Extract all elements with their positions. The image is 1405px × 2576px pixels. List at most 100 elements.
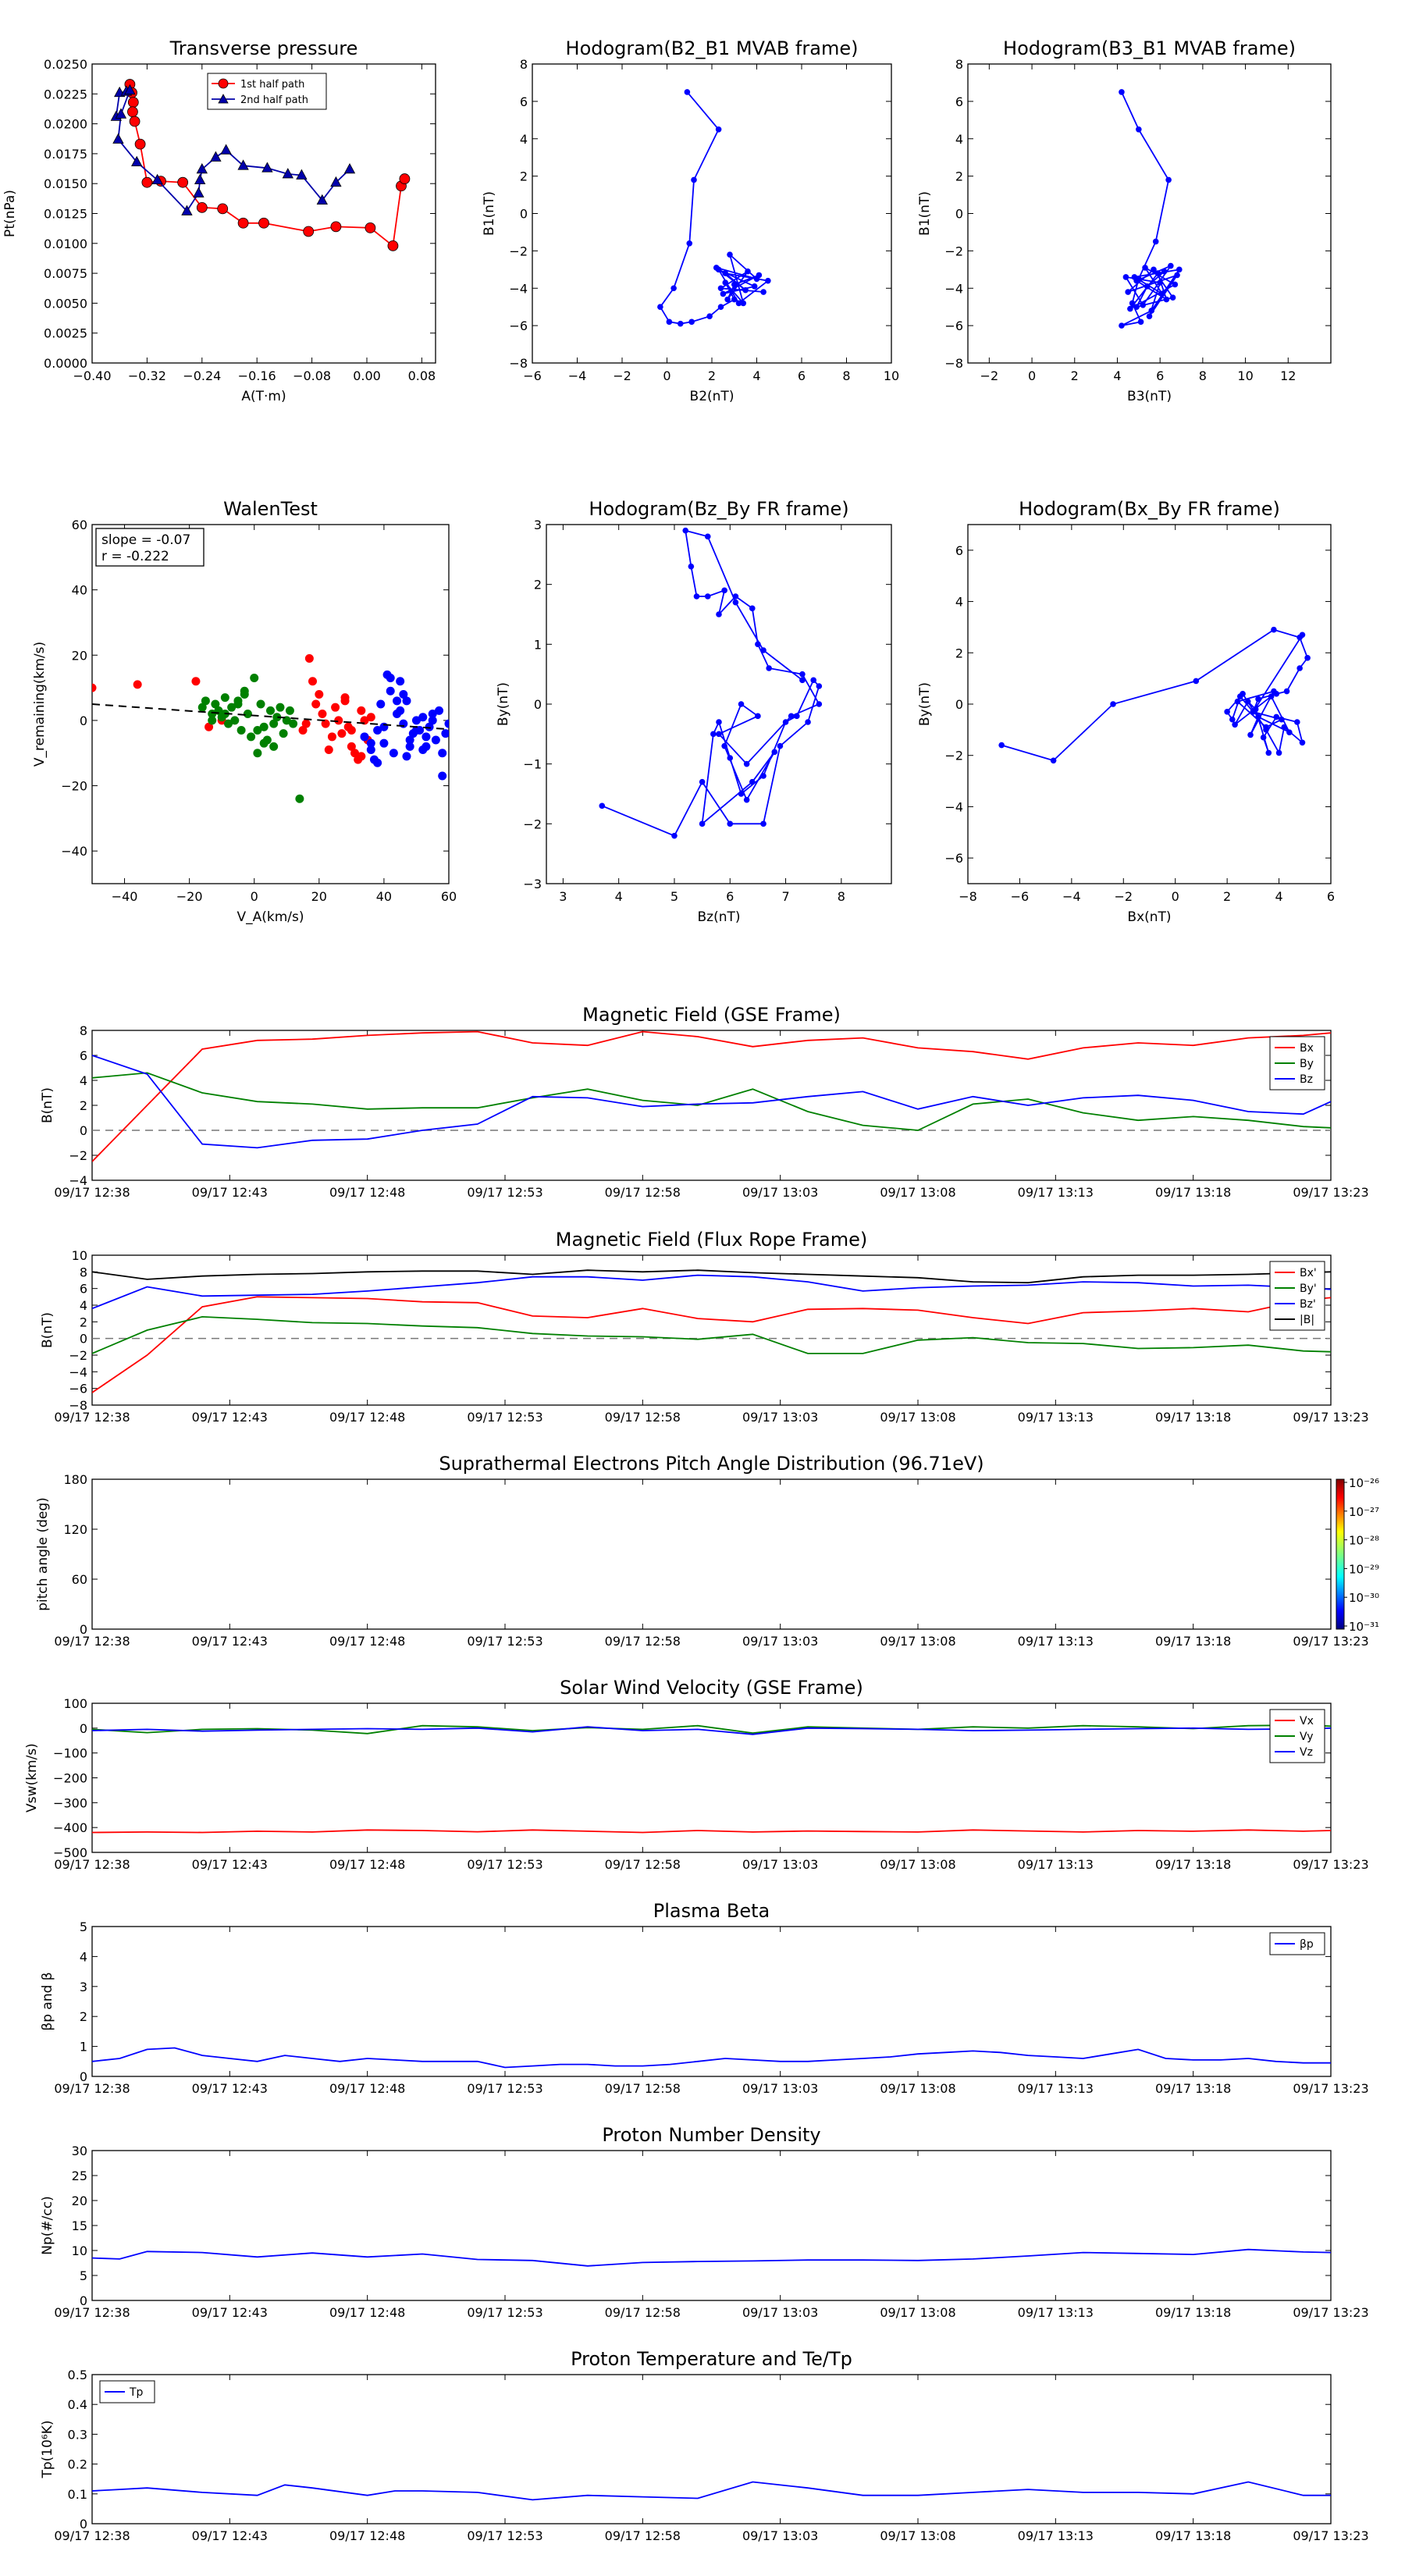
- tp-point: [115, 108, 127, 119]
- hodo_bxby-xlabel: Bx(nT): [1127, 909, 1171, 925]
- walen-point: [223, 719, 233, 728]
- walen-point: [289, 719, 298, 728]
- pad-ytick-label: 0: [80, 1622, 87, 1637]
- mag_gse-plot-frame: [91, 1030, 1332, 1181]
- hodo_b2b1-chart: Hodogram(B2_B1 MVAB frame) B1(nT) B2(nT) −8…: [482, 37, 899, 404]
- hodo_b3b1-ytick-label: −4: [944, 281, 963, 296]
- walen-ytick-label: −40: [61, 844, 87, 859]
- hodo_b3b1-xlabel: B3(nT): [1127, 389, 1172, 404]
- mag_gse-legend-label: By: [1300, 1058, 1314, 1070]
- hodo_b3b1-ytick-label: 6: [955, 94, 963, 109]
- hodo_bzby-point: [760, 647, 767, 653]
- vsw-xtick-label: 09/17 12:48: [329, 1857, 405, 1872]
- hodo_b2b1-point: [717, 285, 724, 292]
- mag_fr-ytick-label: −2: [69, 1348, 87, 1363]
- tp-plot-frame: [91, 63, 436, 364]
- hodo_b2b1-ytick-label: 0: [520, 207, 528, 222]
- walen-point: [340, 693, 350, 703]
- hodo_bxby-xtick-label: −6: [1011, 889, 1030, 904]
- walen-point: [191, 677, 201, 686]
- pad-xtick-label: 09/17 12:48: [329, 1634, 405, 1649]
- hodo_b3b1-xtick-label: 12: [1280, 368, 1296, 383]
- beta-xtick-label: 09/17 12:53: [467, 2081, 542, 2096]
- hodo_bzby-ytick-label: 3: [534, 518, 542, 532]
- vsw-ylabel: Vsw(km/s): [24, 1743, 40, 1813]
- tp-legend-label: 2nd half path: [240, 94, 308, 106]
- walen-point: [266, 706, 275, 715]
- mag_gse-xtick-label: 09/17 12:38: [54, 1185, 130, 1200]
- beta-ytick-label: 5: [80, 1920, 87, 1934]
- np-xtick-label: 09/17 12:48: [329, 2305, 405, 2320]
- hodo_b3b1-chart: Hodogram(B3_B1 MVAB frame) B1(nT) B3(nT) −8…: [917, 37, 1332, 404]
- walen-point: [366, 745, 375, 755]
- hodo_bzby-point: [688, 563, 695, 570]
- vsw-ytick-label: −200: [53, 1771, 87, 1786]
- np-ytick-label: 15: [72, 2218, 87, 2233]
- mag_gse-ytick-label: −4: [69, 1173, 87, 1188]
- hodo_b3b1-point: [1137, 318, 1144, 326]
- mag_gse-series-line: [92, 1072, 1331, 1131]
- hodo_b3b1-point: [1140, 301, 1147, 308]
- walen-point: [366, 738, 375, 748]
- walen-point: [256, 699, 265, 709]
- mag_gse-xtick-label: 09/17 13:18: [1155, 1185, 1231, 1200]
- hodo_bxby-ylabel: By(nT): [917, 682, 933, 726]
- hodo_bzby-point: [710, 731, 717, 738]
- hodo_bzby-chart: Hodogram(Bz_By FR frame) By(nT) Bz(nT) −3 −2…: [496, 498, 892, 925]
- beta-xtick-label: 09/17 12:58: [605, 2081, 681, 2096]
- hodo_bzby-xtick-label: 4: [615, 889, 623, 904]
- mag_fr-ytick-label: −8: [69, 1398, 87, 1413]
- hodo_b3b1-point: [1122, 274, 1129, 280]
- walen-point: [253, 749, 262, 758]
- walen-point: [405, 735, 414, 745]
- hodo_bxby-xtick-label: 0: [1172, 889, 1179, 904]
- hodo_bxby-xtick-label: 2: [1223, 889, 1231, 904]
- hodo_bxby-xtick-label: 6: [1327, 889, 1335, 904]
- tp-ytick-label: 0.0250: [44, 57, 87, 72]
- walen-point: [337, 729, 347, 738]
- hodo_bxby-plot-frame: [967, 524, 1332, 884]
- mag_fr-legend-label: Bx': [1300, 1267, 1317, 1279]
- tpk-xtick-label: 09/17 12:53: [467, 2528, 542, 2543]
- hodo_bzby-title: Hodogram(Bz_By FR frame): [589, 498, 848, 520]
- hodo_bzby-point: [755, 713, 761, 720]
- tp-title: Transverse pressure: [169, 37, 358, 59]
- hodo_b2b1-plot-frame: [532, 63, 892, 364]
- mag_gse-xtick-label: 09/17 12:53: [467, 1185, 542, 1200]
- hodo_bxby-point: [1050, 757, 1057, 764]
- walen-point: [92, 683, 97, 692]
- walen-xtick-label: 60: [441, 889, 457, 904]
- walen-point: [208, 716, 217, 725]
- hodo_bzby-ylabel: By(nT): [496, 682, 511, 726]
- hodo_bxby-ytick-label: 4: [955, 595, 963, 610]
- walen-point: [298, 725, 308, 735]
- tp-point: [193, 187, 205, 197]
- hodo_bxby-point: [1281, 724, 1288, 731]
- np-xtick-label: 09/17 13:23: [1293, 2305, 1368, 2320]
- hodo_bzby-point: [732, 593, 739, 600]
- walen-point: [357, 706, 366, 715]
- pad-xtick-label: 09/17 13:18: [1155, 1634, 1231, 1649]
- beta-ytick-label: 1: [80, 2040, 87, 2055]
- hodo_bzby-ytick-label: −1: [523, 757, 542, 772]
- vsw-xtick-label: 09/17 12:43: [192, 1857, 268, 1872]
- mag_fr-xtick-label: 09/17 12:58: [605, 1410, 681, 1425]
- hodo_bzby-xlabel: Bz(nT): [697, 909, 740, 925]
- mag_fr-ytick-label: 2: [80, 1315, 87, 1329]
- beta-ytick-label: 4: [80, 1949, 87, 1964]
- walen-point: [220, 693, 229, 703]
- hodo_b2b1-point: [722, 270, 729, 276]
- np-chart: Proton Number Density Np(#/cc) 0 5 10 15 20 25 3…: [40, 2124, 1369, 2320]
- mag_gse-series: [92, 1030, 1331, 1162]
- hodo_b2b1-point: [765, 277, 771, 284]
- hodo_b3b1-point: [1119, 89, 1125, 95]
- walen-point: [243, 710, 252, 719]
- np-xtick-label: 09/17 13:18: [1155, 2305, 1231, 2320]
- hodo_b2b1-xtick-label: −6: [523, 368, 542, 383]
- tp-point: [237, 217, 249, 229]
- hodo_b2b1-ytick-label: 4: [520, 132, 528, 147]
- hodo_b2b1-xtick-label: −2: [613, 368, 631, 383]
- hodo_bzby-point: [716, 611, 722, 617]
- walen-ytick-label: −20: [61, 779, 87, 794]
- hodo_bzby-xtick-label: 7: [781, 889, 789, 904]
